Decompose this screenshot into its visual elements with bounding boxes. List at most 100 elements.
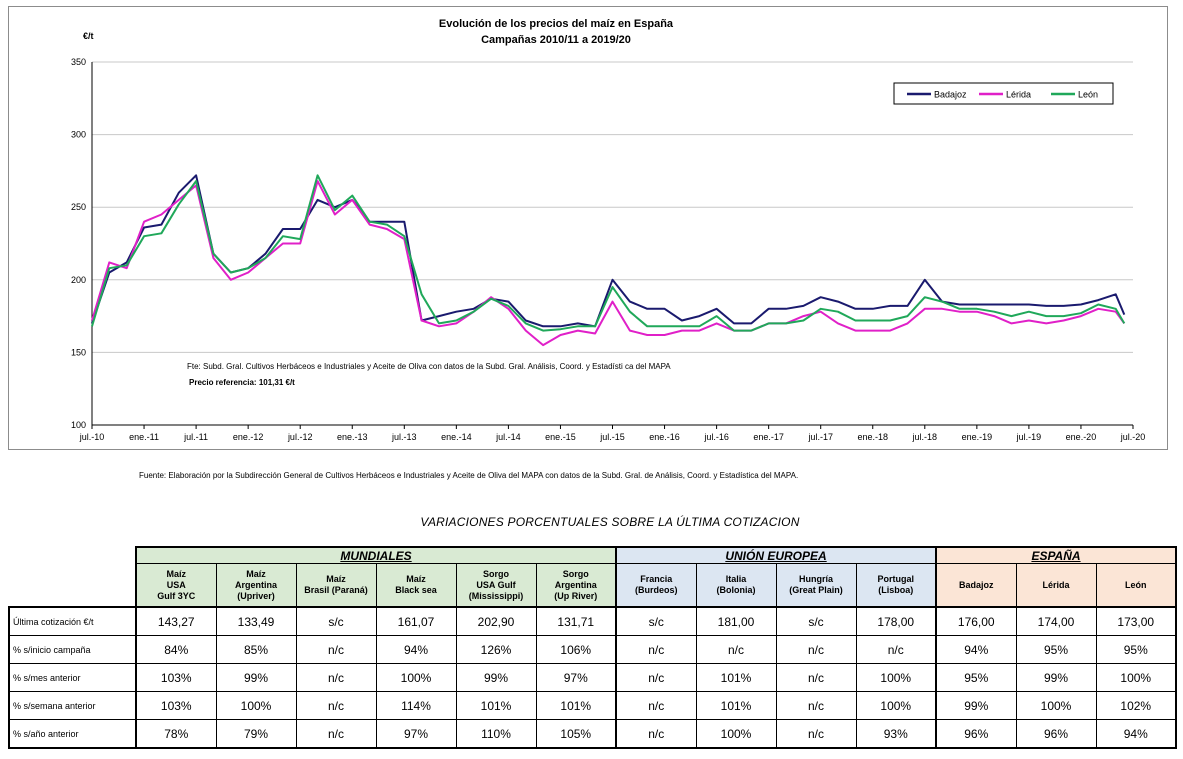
table-cell: s/c xyxy=(295,606,377,636)
table-cell: n/c xyxy=(775,719,857,749)
table-cell: 133,49 xyxy=(215,606,297,636)
y-tick-label: 250 xyxy=(71,202,86,212)
table-cell: 95% xyxy=(1015,635,1097,664)
row-label: % s/semana anterior xyxy=(8,691,137,720)
table-cell: 93% xyxy=(855,719,937,749)
variations-table: MUNDIALES UNIÓN EUROPEA ESPAÑA Maíz USA Gulf … xyxy=(8,546,1177,749)
column-header: Hungría (Great Plain) xyxy=(775,563,857,608)
table-row: % s/año anterior 78% 79% n/c 97% 110% 105% n/c 1… xyxy=(8,719,1177,749)
row-label: Última cotización €/t xyxy=(8,606,137,636)
table-cell: 99% xyxy=(1015,663,1097,692)
table-cell: 97% xyxy=(375,719,457,749)
x-tick-label: jul.-18 xyxy=(912,432,938,442)
table-cell: 78% xyxy=(135,719,217,749)
table-cell: 173,00 xyxy=(1095,606,1177,636)
column-header: León xyxy=(1095,563,1177,608)
x-tick-label: ene.-13 xyxy=(337,432,368,442)
x-tick-label: ene.-15 xyxy=(545,432,576,442)
y-tick-label: 350 xyxy=(71,57,86,67)
table-cell: 178,00 xyxy=(855,606,937,636)
table-cell: 110% xyxy=(455,719,537,749)
table-title: VARIACIONES PORCENTUALES SOBRE LA ÚLTIMA… xyxy=(420,515,800,529)
table-cell: 94% xyxy=(1095,719,1177,749)
reference-price-note: Precio referencia: 101,31 €/t xyxy=(189,378,295,387)
table-cell: n/c xyxy=(775,691,857,720)
y-tick-label: 200 xyxy=(71,275,86,285)
table-cell: n/c xyxy=(295,719,377,749)
table-cell: 101% xyxy=(455,691,537,720)
x-tick-label: jul.-20 xyxy=(1120,432,1146,442)
table-cell: n/c xyxy=(295,691,377,720)
row-label: % s/mes anterior xyxy=(8,663,137,692)
row-label: % s/año anterior xyxy=(8,719,137,749)
table-cell: 181,00 xyxy=(695,606,777,636)
table-cell: 131,71 xyxy=(535,606,617,636)
table-cell: 114% xyxy=(375,691,457,720)
x-tick-label: jul.-19 xyxy=(1016,432,1042,442)
x-tick-label: jul.-12 xyxy=(287,432,313,442)
table-cell: 95% xyxy=(1095,635,1177,664)
x-tick-label: ene.-16 xyxy=(649,432,680,442)
column-header: Badajoz xyxy=(935,563,1017,608)
y-axis-unit: €/t xyxy=(83,31,94,41)
table-cell: n/c xyxy=(295,635,377,664)
x-tick-label: ene.-11 xyxy=(129,432,159,442)
x-tick-label: ene.-14 xyxy=(441,432,472,442)
chart-subtitle: Campañas 2010/11 a 2019/20 xyxy=(481,34,631,46)
table-cell: 100% xyxy=(855,691,937,720)
table-cell: 161,07 xyxy=(375,606,457,636)
table-cell: 101% xyxy=(535,691,617,720)
series-line-badajoz xyxy=(91,174,1126,328)
price-chart: Evolución de los precios del maíz en Esp… xyxy=(8,6,1168,450)
x-tick-label: jul.-10 xyxy=(79,432,105,442)
legend-label-badajoz: Badajoz xyxy=(934,90,967,100)
x-tick-label: ene.-20 xyxy=(1066,432,1097,442)
legend-label-león: León xyxy=(1078,90,1098,100)
table-row: % s/semana anterior 103% 100% n/c 114% 101% 10… xyxy=(8,691,1177,720)
group-header-1: UNIÓN EUROPEA xyxy=(615,546,937,564)
table-cell: 176,00 xyxy=(935,606,1017,636)
x-tick-label: jul.-17 xyxy=(807,432,833,442)
column-header: Francia (Burdeos) xyxy=(615,563,697,608)
x-tick-label: ene.-19 xyxy=(962,432,993,442)
group-header-2: ESPAÑA xyxy=(935,546,1177,564)
table-cell: 100% xyxy=(215,691,297,720)
table-corner xyxy=(9,547,136,564)
x-tick-label: jul.-13 xyxy=(391,432,417,442)
table-cell: 106% xyxy=(535,635,617,664)
table-cell: 100% xyxy=(695,719,777,749)
table-cell: 100% xyxy=(1095,663,1177,692)
table-cell: n/c xyxy=(615,635,697,664)
column-header: Sorgo Argentina (Up River) xyxy=(535,563,617,608)
table-cell: 101% xyxy=(695,663,777,692)
chart-title: Evolución de los precios del maíz en Esp… xyxy=(439,18,674,30)
column-header: Maíz Black sea xyxy=(375,563,457,608)
table-cell: s/c xyxy=(615,606,697,636)
table-cell: 94% xyxy=(935,635,1017,664)
column-header: Maíz USA Gulf 3YC xyxy=(135,563,217,608)
table-cell: 100% xyxy=(1015,691,1097,720)
table-cell: 99% xyxy=(215,663,297,692)
table-cell: 103% xyxy=(135,663,217,692)
table-cell: 103% xyxy=(135,691,217,720)
table-cell: n/c xyxy=(695,635,777,664)
x-tick-label: ene.-12 xyxy=(233,432,264,442)
table-cell: 100% xyxy=(375,663,457,692)
x-tick-label: jul.-11 xyxy=(183,432,208,442)
column-header: Portugal (Lisboa) xyxy=(855,563,937,608)
series-line-león xyxy=(91,174,1126,332)
column-header: Maíz Argentina (Upriver) xyxy=(215,563,297,608)
table-cell: 102% xyxy=(1095,691,1177,720)
column-header: Italia (Bolonia) xyxy=(695,563,777,608)
table-cell: n/c xyxy=(295,663,377,692)
table-cell: 100% xyxy=(855,663,937,692)
table-cell: 95% xyxy=(935,663,1017,692)
table-cell: n/c xyxy=(615,691,697,720)
table-cell: n/c xyxy=(855,635,937,664)
x-tick-label: ene.-18 xyxy=(857,432,888,442)
source-note: Fuente: Elaboración por la Subdirección … xyxy=(139,471,799,480)
row-label: % s/inicio campaña xyxy=(8,635,137,664)
table-cell: 202,90 xyxy=(455,606,537,636)
y-tick-label: 300 xyxy=(71,130,86,140)
column-header: Maíz Brasil (Paraná) xyxy=(295,563,377,608)
